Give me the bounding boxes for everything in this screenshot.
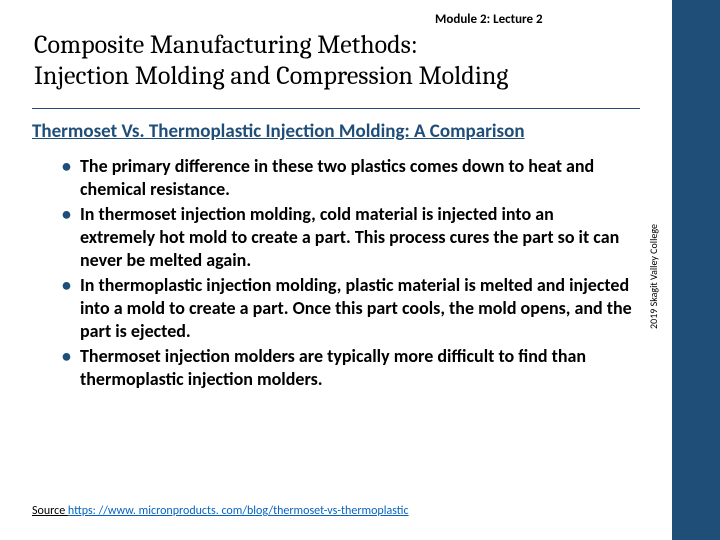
bullet-text: Thermoset injection molders are typicall… [80, 345, 586, 390]
bullet-text: The primary difference in these two plas… [80, 155, 594, 200]
bullet-text-bold: thermoplastic [99, 274, 203, 296]
title-divider [32, 108, 640, 109]
source-prefix: Source [32, 504, 68, 518]
copyright-sidetext: 2019 Skagit Valley College [647, 224, 660, 329]
bullet-item: In thermoplastic injection molding, plas… [62, 274, 632, 343]
bullet-item: The primary difference in these two plas… [62, 155, 632, 201]
sub-heading: Thermoset Vs. Thermoplastic Injection Mo… [32, 120, 525, 143]
bullet-item: Thermoset injection molders are typicall… [62, 345, 632, 391]
bullet-item: In thermoset injection molding, cold mat… [62, 203, 632, 272]
module-label: Module 2: Lecture 2 [435, 12, 543, 27]
title-line-2: Injection Molding and Compression Moldin… [34, 61, 508, 91]
bullet-text-bold: thermoset [99, 203, 177, 225]
bullet-list: The primary difference in these two plas… [62, 155, 632, 393]
source-line: Source https: //www. micronproducts. com… [32, 504, 409, 518]
slide-title: Composite Manufacturing Methods: Injecti… [34, 30, 508, 91]
title-line-1: Composite Manufacturing Methods: [34, 30, 418, 60]
bullet-text-pre: In [80, 274, 99, 296]
source-link[interactable]: https: //www. micronproducts. com/blog/t… [68, 504, 409, 518]
bullet-text-pre: In [80, 203, 99, 225]
right-accent-bar [672, 0, 720, 540]
